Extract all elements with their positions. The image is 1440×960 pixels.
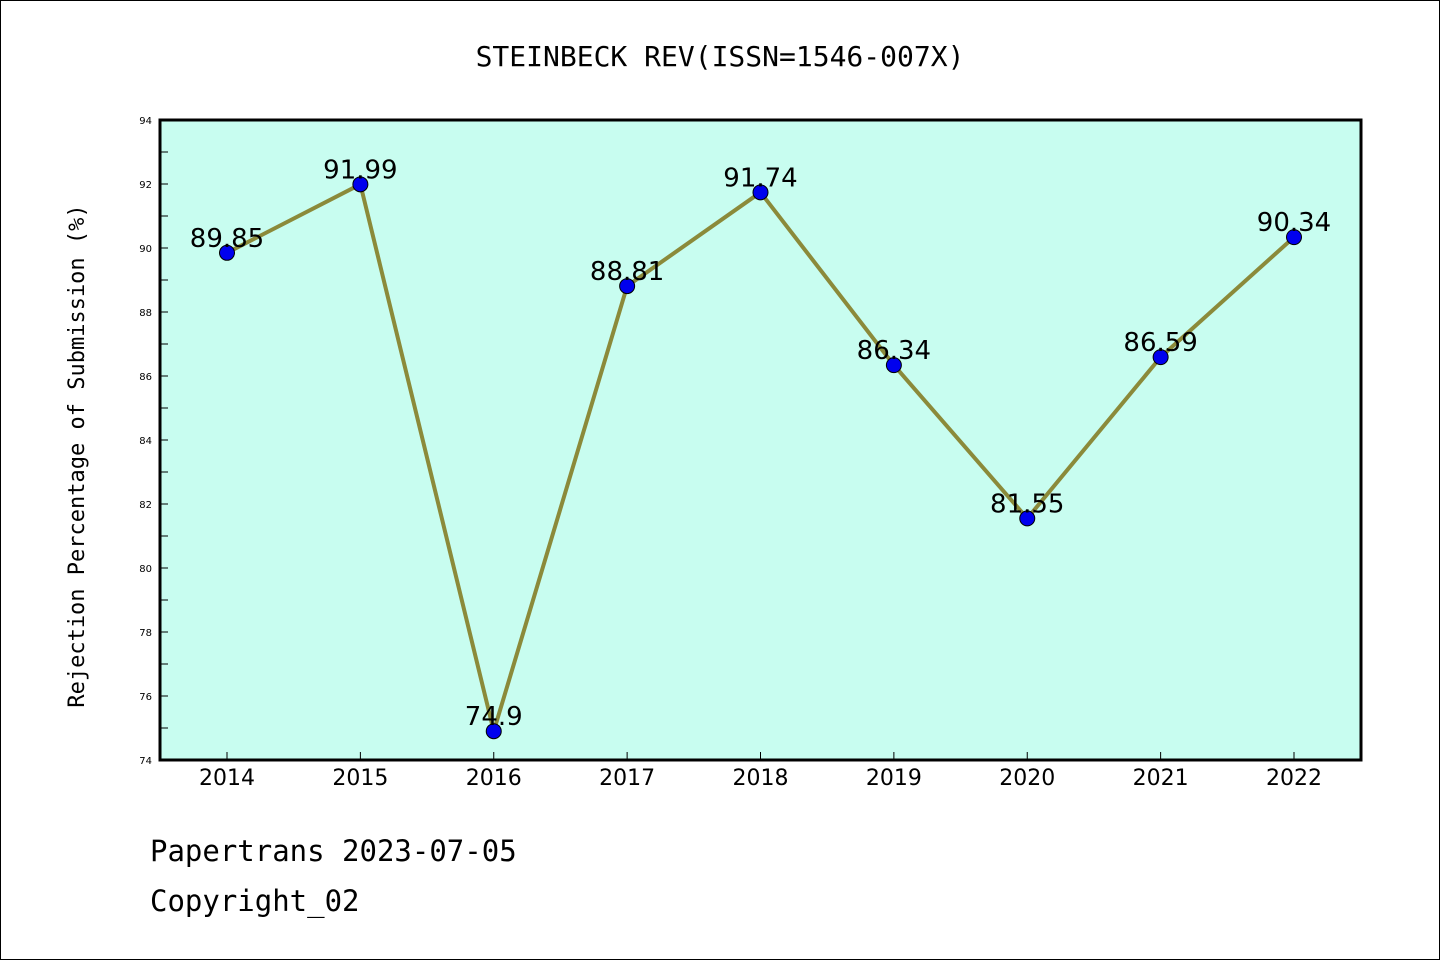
x-tick-label: 2014 <box>199 766 255 791</box>
data-labels: 89.85 91.99 74.9 88.81 91.74 86.34 81.55 86.59 9… <box>190 155 1331 732</box>
x-tick-label: 2016 <box>466 766 522 791</box>
data-label: 91.74 <box>723 163 797 193</box>
y-tick-label: 94 <box>139 116 152 127</box>
x-tick-label: 2019 <box>866 766 922 791</box>
x-tick-label: 2017 <box>599 766 655 791</box>
y-tick-label: 92 <box>139 180 152 191</box>
data-point <box>619 278 636 295</box>
data-point <box>352 176 369 193</box>
data-point <box>885 357 902 374</box>
x-tick-label: 2021 <box>1133 766 1189 791</box>
x-tick-label: 2015 <box>332 766 388 791</box>
y-tick-label: 74 <box>139 756 152 767</box>
footer-copyright-line: Copyright_02 <box>150 884 360 918</box>
y-tick-label: 86 <box>139 372 152 383</box>
data-point <box>1019 510 1036 527</box>
y-axis: 74 76 78 80 82 84 86 88 90 92 94 <box>139 116 168 767</box>
y-tick-label: 84 <box>139 436 152 447</box>
y-tick-label: 78 <box>139 628 152 639</box>
data-points <box>219 176 1302 740</box>
data-label: 81.55 <box>990 489 1064 519</box>
data-label: 86.34 <box>857 336 931 366</box>
x-tick-label: 2018 <box>733 766 789 791</box>
plot-border <box>158 118 1363 762</box>
footer-date-line: Papertrans 2023-07-05 <box>150 834 517 868</box>
y-tick-label: 80 <box>139 564 152 575</box>
data-point <box>1152 349 1169 366</box>
data-label: 90.34 <box>1257 208 1331 238</box>
y-axis-label: Rejection Percentage of Submission (%) <box>65 204 90 707</box>
data-point <box>752 184 769 201</box>
data-point <box>485 723 502 740</box>
data-label: 91.99 <box>323 155 397 185</box>
y-tick-label: 90 <box>139 244 152 255</box>
data-point <box>219 244 235 261</box>
data-label: 89.85 <box>190 224 264 254</box>
y-tick-label: 76 <box>139 692 152 703</box>
data-label: 86.59 <box>1123 328 1197 358</box>
data-label: 74.9 <box>465 702 523 732</box>
x-tick-label: 2022 <box>1266 766 1322 791</box>
y-tick-label: 82 <box>139 500 152 511</box>
x-axis: 2014 2015 2016 2017 2018 2019 2020 2021 2022 <box>199 752 1322 791</box>
chart-title: STEINBECK REV(ISSN=1546-007X) <box>476 40 965 73</box>
y-tick-label: 88 <box>139 308 152 319</box>
data-point <box>1286 229 1302 246</box>
x-tick-label: 2020 <box>999 766 1055 791</box>
plot-area <box>160 120 1361 760</box>
data-label: 88.81 <box>590 257 664 287</box>
